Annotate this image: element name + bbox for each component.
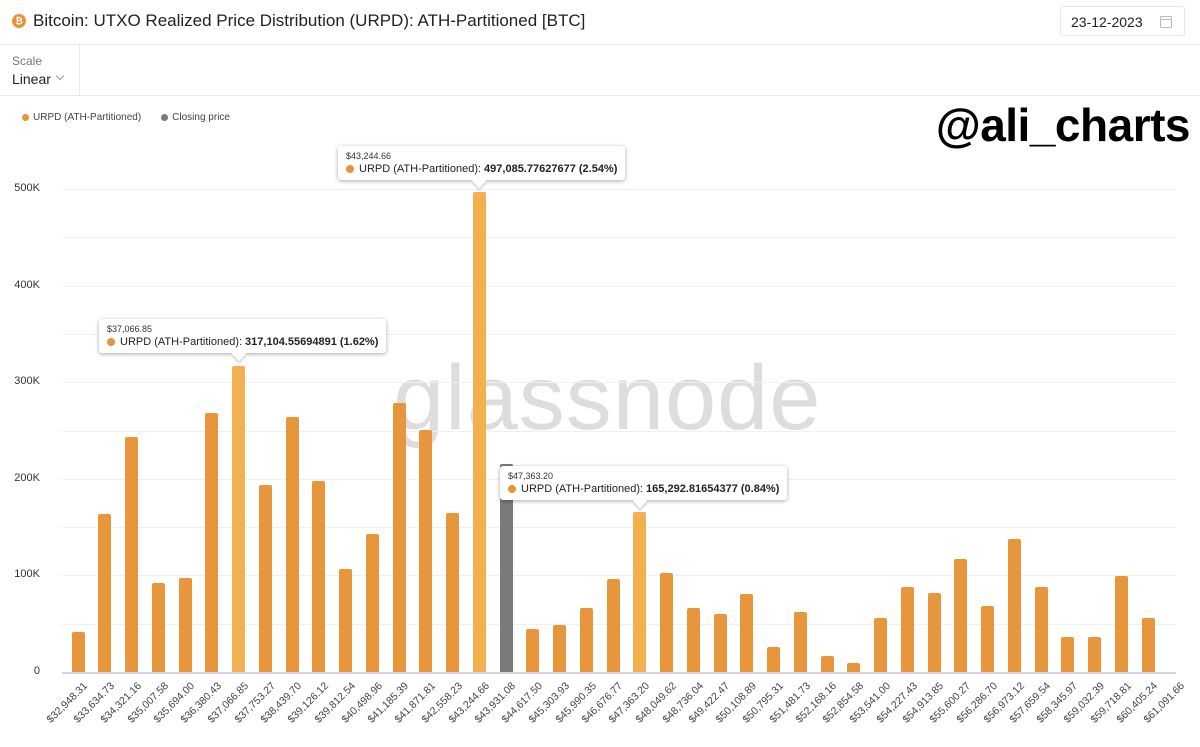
gridline	[62, 333, 1176, 335]
y-axis-tick-label: 400K	[14, 278, 40, 291]
urpd-bar[interactable]	[125, 437, 138, 672]
urpd-bar[interactable]	[365, 533, 379, 672]
urpd-bar[interactable]	[820, 655, 834, 672]
urpd-bar[interactable]	[526, 629, 540, 672]
tooltip-price: $47,363.20	[508, 471, 554, 481]
urpd-bar[interactable]	[606, 579, 620, 672]
urpd-bar[interactable]	[71, 632, 85, 672]
closing-price-bar[interactable]	[499, 464, 513, 672]
urpd-bar[interactable]	[686, 608, 700, 672]
urpd-bar[interactable]	[1061, 637, 1075, 672]
urpd-bar[interactable]	[392, 403, 406, 672]
y-axis-tick-label: 200K	[14, 471, 40, 484]
urpd-bar[interactable]	[151, 583, 165, 672]
data-tooltip: $43,244.66 URPD (ATH-Partitioned): 497,085…	[338, 146, 626, 180]
y-axis-tick-label: 0	[33, 665, 40, 677]
urpd-bar[interactable]	[178, 578, 192, 672]
gridline	[62, 575, 1176, 577]
urpd-bar[interactable]	[981, 606, 994, 672]
urpd-bar[interactable]	[874, 617, 887, 672]
bitcoin-icon: ₿	[12, 14, 26, 28]
glassnode-watermark: glassnode	[393, 347, 822, 449]
series-dot-icon	[508, 485, 516, 493]
chart-legend: URPD (ATH-Partitioned) Closing price	[22, 110, 250, 124]
urpd-bar[interactable]	[713, 614, 727, 672]
legend-label: URPD (ATH-Partitioned)	[33, 111, 142, 123]
urpd-bar[interactable]	[1034, 586, 1048, 672]
scale-label: Scale	[12, 54, 43, 68]
x-axis-line	[62, 672, 1176, 674]
urpd-bar[interactable]	[927, 592, 941, 672]
urpd-bar[interactable]	[900, 586, 914, 672]
urpd-bar[interactable]	[98, 513, 112, 672]
legend-dot-icon	[22, 113, 29, 121]
tooltip-series: URPD (ATH-Partitioned):	[359, 163, 482, 175]
urpd-bar[interactable]	[954, 558, 968, 672]
urpd-bar[interactable]	[312, 480, 326, 672]
gridline	[62, 527, 1176, 529]
urpd-bar[interactable]	[660, 572, 673, 672]
chart-header: ₿ Bitcoin: UTXO Realized Price Distribut…	[0, 0, 1200, 45]
y-axis-tick-label: 500K	[14, 182, 40, 194]
calendar-icon[interactable]	[1160, 16, 1172, 28]
urpd-bar[interactable]	[419, 429, 433, 672]
urpd-bar[interactable]	[740, 593, 754, 672]
tooltip-value: 165,292.81654377 (0.84%)	[646, 483, 780, 495]
urpd-bar[interactable]	[1141, 617, 1155, 672]
legend-label: Closing price	[172, 111, 230, 123]
gridline	[62, 382, 1176, 384]
data-tooltip: $47,363.20 URPD (ATH-Partitioned): 165,292…	[500, 466, 788, 500]
urpd-bar[interactable]	[446, 512, 459, 672]
urpd-bar[interactable]	[767, 646, 780, 672]
tooltip-series: URPD (ATH-Partitioned):	[521, 483, 644, 495]
chart-controls: Scale Linear	[0, 45, 1200, 96]
gridline	[62, 285, 1176, 287]
urpd-bar[interactable]	[285, 416, 299, 672]
urpd-bar[interactable]	[793, 612, 807, 672]
gridline	[62, 237, 1176, 239]
data-tooltip: $37,066.85 URPD (ATH-Partitioned): 317,104…	[99, 319, 387, 353]
y-axis-tick-label: 100K	[14, 568, 40, 581]
tooltip-value: 497,085.77627677 (2.54%)	[484, 163, 618, 175]
urpd-bar[interactable]	[1007, 538, 1021, 672]
urpd-bar-highlighted[interactable]	[472, 191, 486, 672]
tooltip-row: URPD (ATH-Partitioned): 497,085.77627677 …	[346, 163, 617, 175]
scale-select[interactable]: Scale Linear	[0, 45, 80, 95]
urpd-bar[interactable]	[339, 568, 352, 672]
series-dot-icon	[107, 338, 115, 346]
tooltip-row: URPD (ATH-Partitioned): 165,292.81654377 …	[508, 483, 779, 495]
legend-dot-icon	[161, 113, 169, 121]
urpd-bar[interactable]	[205, 413, 219, 672]
tooltip-series: URPD (ATH-Partitioned):	[120, 336, 243, 348]
series-dot-icon	[346, 165, 354, 173]
urpd-bar[interactable]	[1088, 637, 1101, 672]
gridline	[62, 189, 1176, 190]
urpd-bar[interactable]	[258, 484, 272, 672]
scale-value[interactable]: Linear	[12, 71, 51, 87]
date-value: 23-12-2023	[1071, 14, 1143, 30]
urpd-bar[interactable]	[579, 608, 593, 672]
y-axis-tick-label: 300K	[14, 375, 40, 388]
tooltip-row: URPD (ATH-Partitioned): 317,104.55694891 …	[107, 336, 378, 348]
chart-title: Bitcoin: UTXO Realized Price Distributio…	[33, 11, 586, 30]
tooltip-price: $37,066.85	[107, 324, 153, 334]
urpd-bar-highlighted[interactable]	[232, 365, 245, 672]
urpd-bar[interactable]	[1114, 576, 1128, 672]
date-picker[interactable]: 23-12-2023	[1060, 6, 1185, 36]
tooltip-value: 317,104.55694891 (1.62%)	[245, 336, 379, 348]
urpd-bar-highlighted[interactable]	[633, 512, 647, 672]
legend-item[interactable]: Closing price	[161, 112, 230, 123]
gridline	[62, 430, 1176, 432]
tooltip-price: $43,244.66	[346, 151, 392, 161]
urpd-bar[interactable]	[553, 624, 566, 672]
legend-item[interactable]: URPD (ATH-Partitioned)	[22, 112, 141, 123]
urpd-bar[interactable]	[847, 663, 861, 672]
author-watermark: @ali_charts	[935, 99, 1191, 151]
